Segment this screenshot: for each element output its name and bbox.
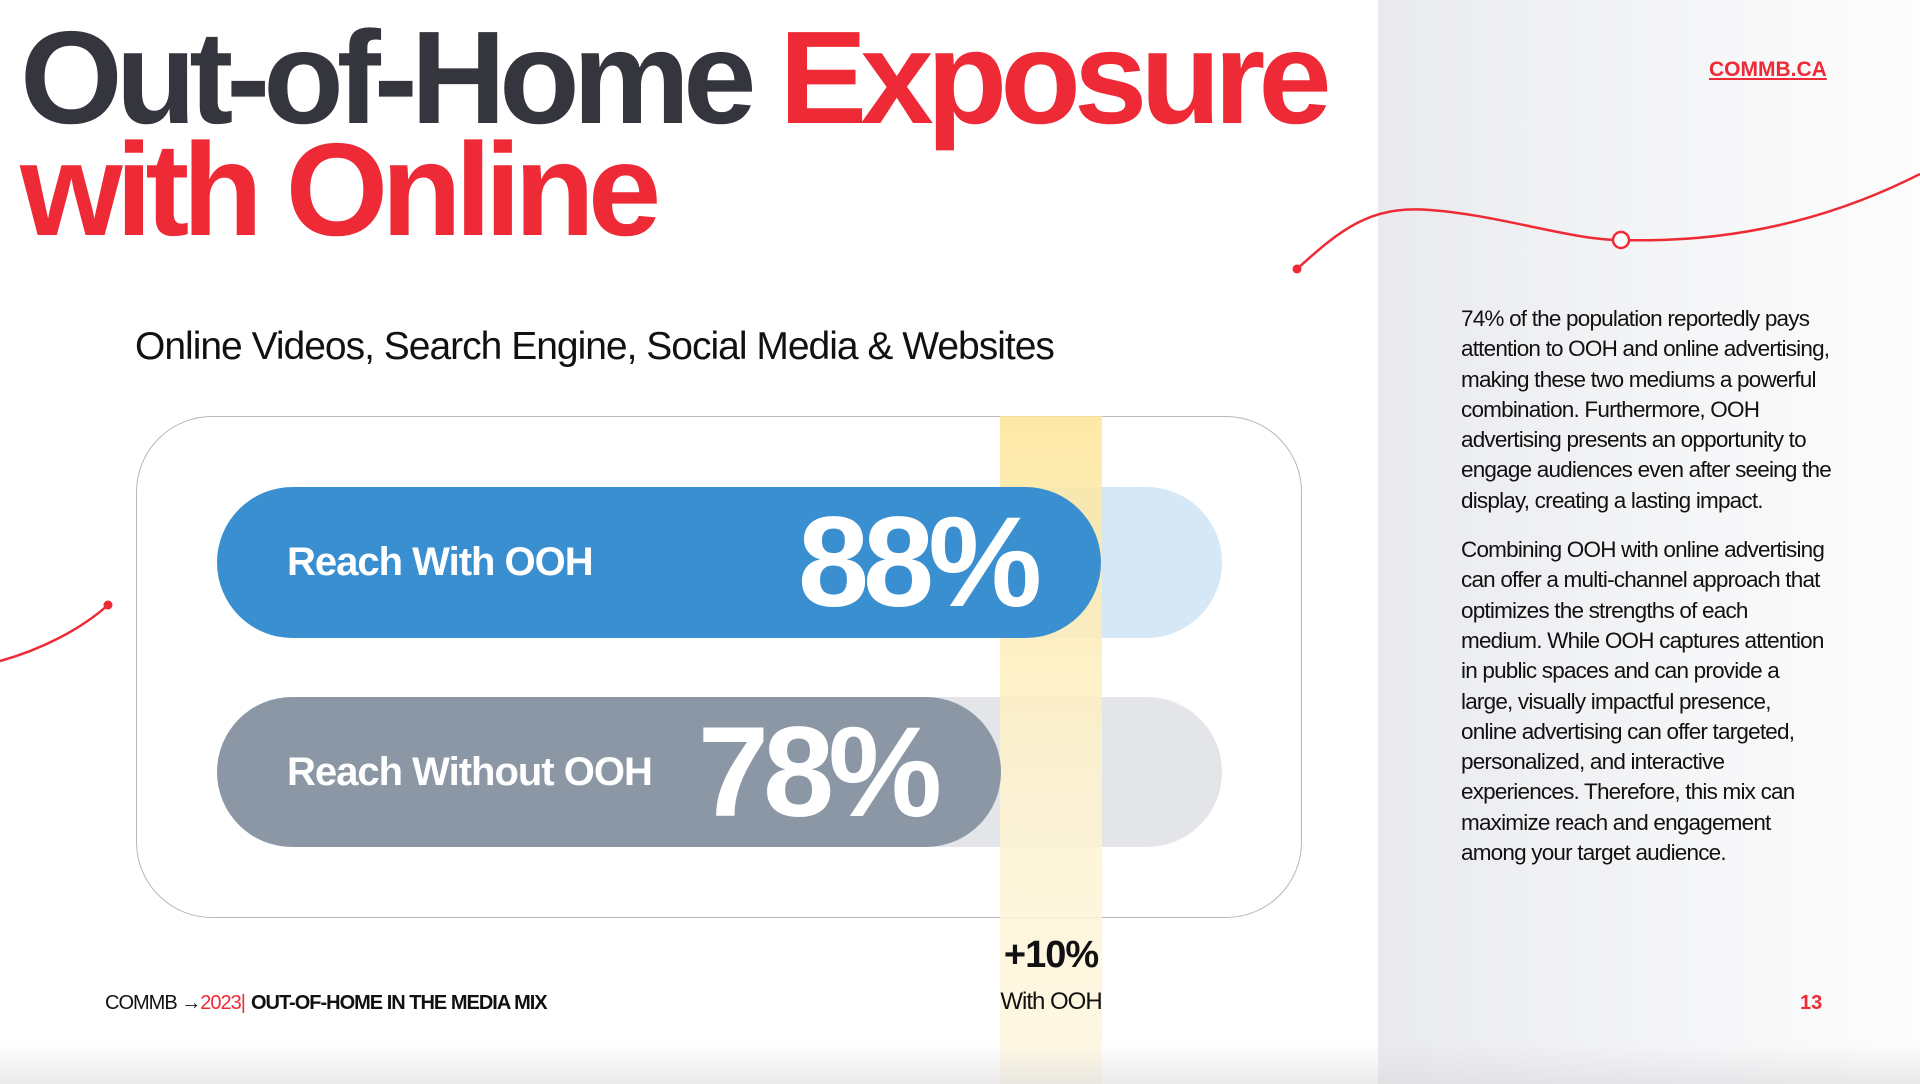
chart-subtitle: Online Videos, Search Engine, Social Med… <box>135 325 1055 368</box>
brand-logo: COMMB <box>105 992 178 1014</box>
paragraph: Combining OOH with online advertising ca… <box>1461 537 1825 866</box>
bar-value: 78% <box>697 700 942 844</box>
left-curve <box>0 604 109 663</box>
page-number: 13 <box>1800 992 1823 1014</box>
side-panel <box>1378 0 1920 1084</box>
footer: COMMB → 2023 | OUT-OF-HOME IN THE MEDIA … <box>105 992 548 1014</box>
commb-link[interactable]: COMMB.CA <box>1709 58 1827 81</box>
bar-label: Reach Without OOH <box>287 749 653 794</box>
curve-start-dot <box>1292 264 1302 274</box>
difference-caption: With OOH <box>1000 988 1102 1015</box>
top-curve <box>1296 172 1920 270</box>
bar-value: 88% <box>797 491 1042 634</box>
left-curve-dot <box>103 600 113 610</box>
page-title: Out-of-Home Exposure with Online <box>20 4 1332 263</box>
curve-node <box>1611 230 1631 250</box>
body-text: 74% of the population reportedly pays at… <box>1461 304 1832 887</box>
bar-label: Reach With OOH <box>287 540 594 584</box>
difference-value: +10% <box>1003 934 1099 976</box>
bar-without-ooh: Reach Without OOH 78% <box>217 697 1001 847</box>
bottom-shadow <box>0 1044 1920 1084</box>
paragraph: 74% of the population reportedly pays at… <box>1461 306 1832 513</box>
bar-with-ooh: Reach With OOH 88% <box>217 487 1101 638</box>
section-name: OUT-OF-HOME IN THE MEDIA MIX <box>250 992 548 1014</box>
